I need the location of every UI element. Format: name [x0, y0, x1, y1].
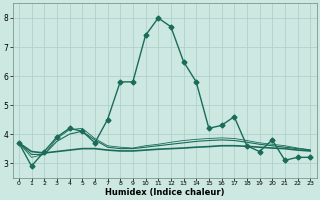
X-axis label: Humidex (Indice chaleur): Humidex (Indice chaleur) — [105, 188, 224, 197]
